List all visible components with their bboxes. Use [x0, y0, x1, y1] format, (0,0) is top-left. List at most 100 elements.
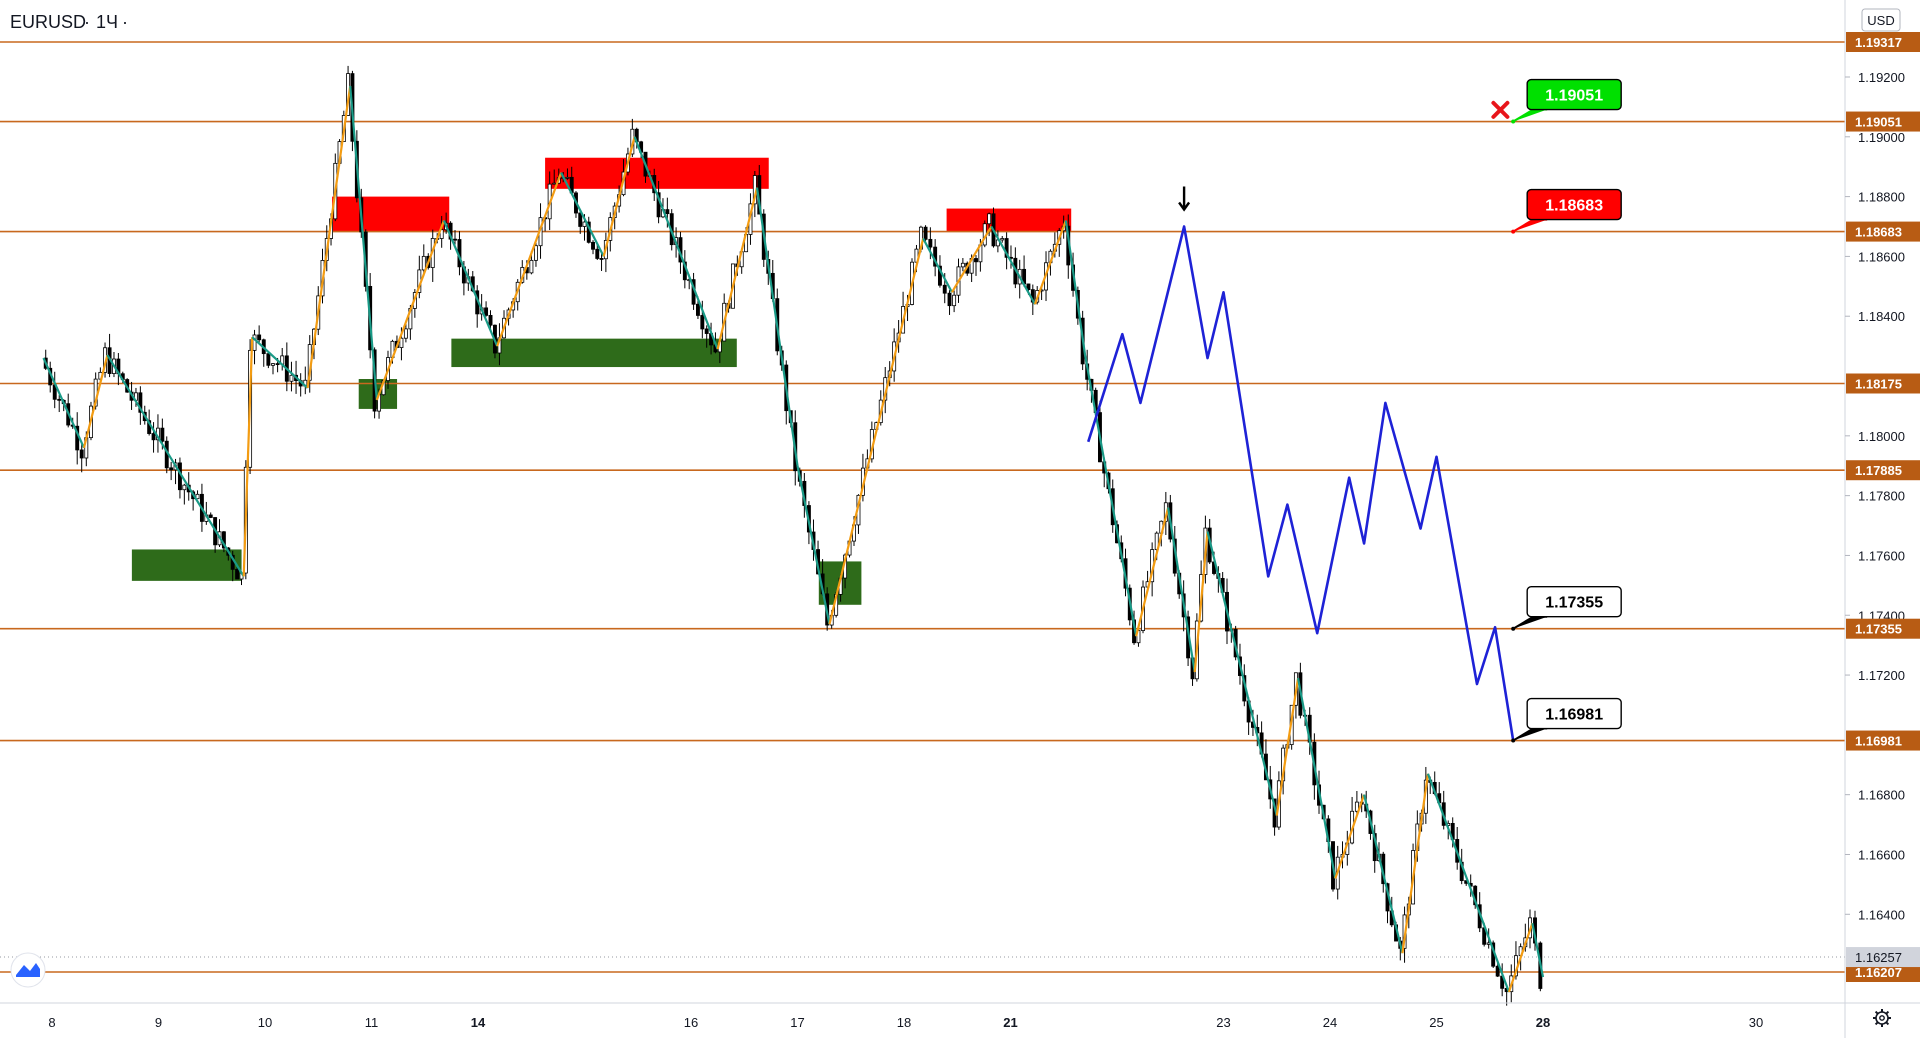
- price-tick-label: 1.19200: [1858, 70, 1905, 85]
- zigzag-down-segment: [1083, 354, 1138, 637]
- candle-body: [169, 467, 174, 471]
- zigzag-up-segment: [1193, 531, 1209, 673]
- zigzag-down-segment: [1167, 507, 1196, 673]
- price-tick-label: 1.16400: [1858, 907, 1905, 922]
- price-tick-label: 1.16800: [1858, 788, 1905, 803]
- level-price-label: 1.19051: [1855, 115, 1902, 130]
- callout-box[interactable]: [1526, 78, 1622, 111]
- date-tick-label: 24: [1323, 1015, 1337, 1030]
- candle-body: [928, 238, 933, 248]
- candle-body: [599, 258, 604, 260]
- candle-body: [399, 337, 404, 348]
- zigzag-up-segment: [496, 172, 563, 347]
- callout-box[interactable]: [1526, 697, 1622, 730]
- candle-body: [1495, 965, 1500, 977]
- zigzag-down-segment: [42, 357, 85, 449]
- callout-label: 1.19051: [1545, 88, 1603, 105]
- candle-body: [484, 307, 489, 316]
- date-tick-label: 17: [790, 1015, 804, 1030]
- candle-body: [695, 303, 700, 316]
- date-tick-label: 25: [1429, 1015, 1443, 1030]
- currency-badge-frame: [1861, 8, 1901, 32]
- gear-icon[interactable]: [1873, 1009, 1891, 1027]
- symbol-label[interactable]: EURUSD: [10, 12, 86, 32]
- date-tick-label: 14: [471, 1015, 486, 1030]
- candle-body: [529, 259, 534, 274]
- level-price-badge: [1846, 730, 1920, 751]
- candle-body: [1354, 801, 1359, 812]
- currency-label: USD: [1867, 13, 1894, 28]
- callout-anchor-dot: [1511, 626, 1516, 631]
- gear-hub: [1879, 1015, 1885, 1021]
- tradingview-logo-icon[interactable]: [10, 952, 46, 988]
- zigzag-down-segment: [1064, 220, 1087, 356]
- date-tick-label: 18: [897, 1015, 911, 1030]
- candle-body: [952, 294, 957, 307]
- candle-body: [439, 229, 444, 239]
- candle-body: [595, 248, 600, 259]
- candle-body: [974, 258, 978, 263]
- candle-body: [195, 493, 200, 500]
- candle-body: [565, 176, 570, 179]
- timeframe-label[interactable]: 1Ч: [96, 12, 118, 32]
- level-price-label: 1.19317: [1855, 35, 1902, 50]
- zigzag-down-segment: [349, 85, 378, 401]
- callout-box[interactable]: [1526, 188, 1622, 221]
- callout-anchor-dot: [1511, 229, 1516, 234]
- callout-box[interactable]: [1526, 586, 1622, 618]
- zigzag-down-segment: [990, 225, 1036, 305]
- zigzag-layer: [42, 85, 1545, 993]
- zigzag-down-segment: [106, 354, 245, 577]
- price-axis[interactable]: 1.19200 1.19000 1.18800 1.18600 1.18400 1.180…: [1845, 32, 1920, 982]
- candle-body: [937, 265, 942, 286]
- zigzag-down-segment: [922, 237, 953, 293]
- supply-zone[interactable]: [332, 196, 450, 232]
- candle-body: [160, 427, 165, 442]
- candle-body: [421, 255, 426, 271]
- date-tick-label: 23: [1216, 1015, 1230, 1030]
- zigzag-up-segment: [1135, 507, 1170, 637]
- symbol-header[interactable]: EURUSD · 1Ч ·: [10, 12, 128, 32]
- header-suffix: ·: [122, 12, 128, 32]
- date-tick-label: 28: [1536, 1015, 1550, 1030]
- date-tick-label: 8: [48, 1015, 55, 1030]
- price-tick-label: 1.18000: [1858, 429, 1905, 444]
- price-tick-label: 1.18800: [1858, 190, 1905, 205]
- level-price-badge: [1846, 460, 1920, 481]
- candle-body: [942, 284, 947, 294]
- zigzag-up-segment: [82, 354, 109, 449]
- time-axis[interactable]: 8 9 10 11 14 16 17 18 21 23 24 25 28 30: [48, 1015, 1763, 1030]
- candle-body: [1000, 238, 1005, 241]
- forecast-layer: [1087, 100, 1515, 741]
- zigzag-down-segment: [251, 336, 309, 389]
- candle-body: [275, 363, 280, 366]
- level-price-badge: [1846, 111, 1920, 132]
- price-tick-label: 1.17800: [1858, 489, 1905, 504]
- zigzag-down-segment: [755, 187, 799, 466]
- candle-body: [1026, 283, 1031, 291]
- supply-zone[interactable]: [946, 208, 1072, 232]
- demand-zone[interactable]: [131, 549, 242, 581]
- date-tick-label: 16: [684, 1015, 698, 1030]
- callout-label: 1.18683: [1545, 198, 1603, 215]
- candle-body: [552, 182, 557, 185]
- gear-teeth: [1873, 1009, 1891, 1027]
- candle-body: [138, 392, 143, 413]
- zigzag-up-segment: [375, 220, 445, 401]
- zigzag-up-segment: [1033, 220, 1067, 305]
- candle-body: [700, 315, 705, 330]
- candle-body: [289, 374, 294, 382]
- candle-body: [704, 328, 709, 334]
- supply-zone[interactable]: [545, 157, 769, 189]
- level-price-badge: [1846, 618, 1920, 639]
- date-tick-label: 21: [1003, 1015, 1017, 1030]
- arrow-down-icon: [1178, 186, 1191, 212]
- candle-body: [208, 514, 213, 518]
- forecast-path[interactable]: [1087, 225, 1515, 741]
- price-tick-label: 1.18600: [1858, 249, 1905, 264]
- candle-body: [79, 449, 84, 459]
- zigzag-down-segment: [1206, 531, 1278, 816]
- zigzag-up-segment: [1401, 773, 1430, 954]
- currency-badge[interactable]: USD: [1861, 8, 1901, 32]
